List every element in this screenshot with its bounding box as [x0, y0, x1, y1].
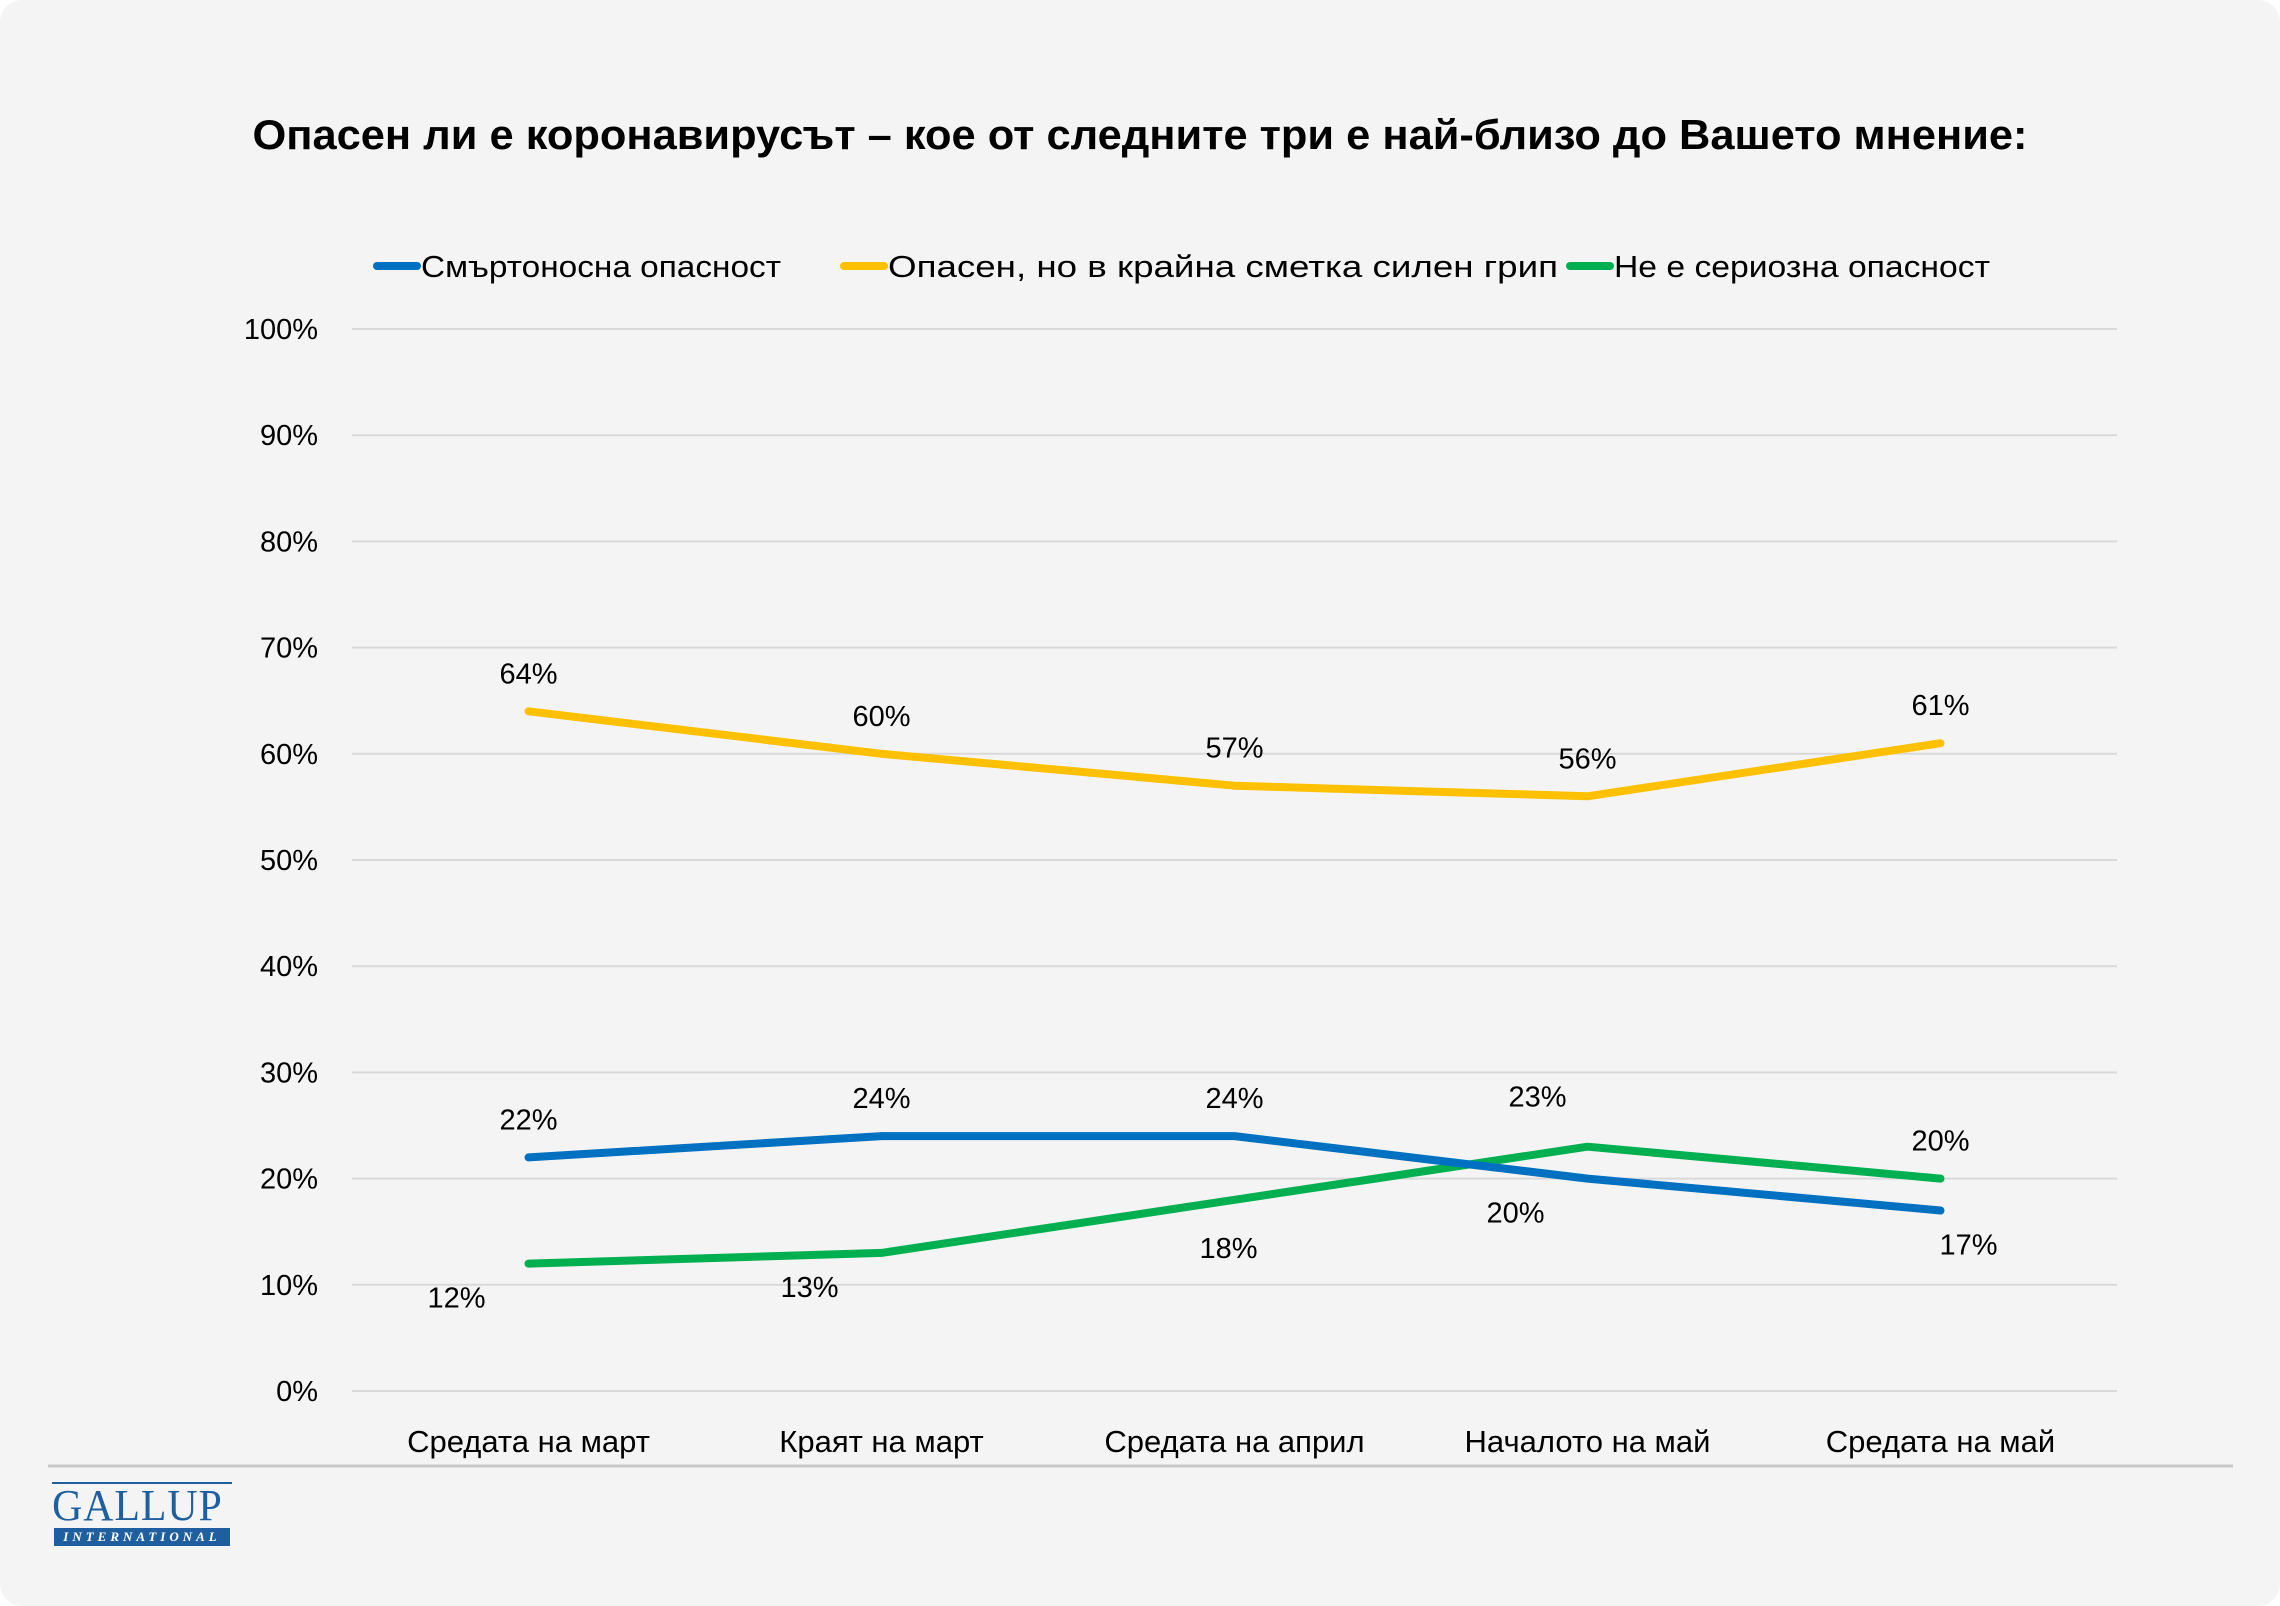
legend-item[interactable]: Опасен, но в крайна сметка силен грип	[840, 249, 1558, 284]
y-tick-label: 100%	[244, 314, 318, 346]
series-line-2	[524, 707, 1945, 801]
y-tick-label: 60%	[260, 739, 318, 771]
legend-label: Опасен, но в крайна сметка силен грип	[888, 249, 1558, 284]
x-category-label: Краят на март	[779, 1424, 983, 1459]
data-label: 24%	[852, 1083, 910, 1115]
data-label: 18%	[1199, 1233, 1257, 1265]
legend-label: Не е сериозна опасност	[1614, 249, 1990, 284]
data-label: 17%	[1939, 1229, 1997, 1261]
data-label: 23%	[1508, 1082, 1566, 1114]
data-labels: 22% 24% 24% 20% 17% 64% 60% 57% 56% 61% 12% 13% 18% 2…	[427, 658, 1997, 1314]
data-label: 20%	[1911, 1126, 1969, 1158]
data-label: 61%	[1911, 690, 1969, 722]
logo-rule	[52, 1482, 232, 1484]
series-line-3	[524, 1142, 1945, 1268]
legend: Смъртоносна опасност Опасен, но в крайна …	[373, 249, 1990, 284]
y-axis-ticks: 0% 10% 20% 30% 40% 50% 60% 70% 80% 90% 100%	[244, 314, 318, 1408]
y-tick-label: 90%	[260, 420, 318, 452]
x-category-label: Средата на март	[407, 1424, 650, 1459]
y-tick-label: 40%	[260, 951, 318, 983]
chart-title: Опасен ли е коронавирусът – кое от следн…	[253, 111, 2028, 158]
data-label: 60%	[852, 701, 910, 733]
legend-item[interactable]: Не е сериозна опасност	[1566, 249, 1990, 284]
y-tick-label: 20%	[260, 1164, 318, 1196]
data-label: 56%	[1558, 743, 1616, 775]
x-axis-categories: Средата на март Краят на март Средата на а…	[407, 1424, 2055, 1459]
x-category-label: Средата на април	[1104, 1424, 1364, 1459]
y-tick-label: 50%	[260, 845, 318, 877]
y-tick-label: 30%	[260, 1057, 318, 1089]
y-tick-label: 10%	[260, 1270, 318, 1302]
legend-item[interactable]: Смъртоносна опасност	[373, 249, 781, 284]
series-line-1	[524, 1132, 1945, 1215]
data-label: 22%	[499, 1104, 557, 1136]
y-tick-label: 80%	[260, 526, 318, 558]
gallup-international-logo: GALLUP INTERNATIONAL	[50, 1482, 234, 1546]
logo-subtitle: INTERNATIONAL	[54, 1528, 230, 1546]
data-label: 13%	[780, 1272, 838, 1304]
data-label: 24%	[1205, 1083, 1263, 1115]
logo-wordmark: GALLUP	[52, 1481, 223, 1530]
y-tick-label: 0%	[276, 1376, 318, 1408]
series-lines	[524, 707, 1945, 1268]
data-label: 20%	[1486, 1198, 1544, 1230]
x-category-label: Средата на май	[1826, 1424, 2055, 1459]
data-label: 57%	[1205, 733, 1263, 765]
y-tick-label: 70%	[260, 633, 318, 665]
gridlines	[352, 328, 2117, 1392]
data-label: 12%	[427, 1283, 485, 1315]
data-label: 64%	[499, 658, 557, 690]
x-category-label: Началото на май	[1465, 1424, 1711, 1459]
legend-label: Смъртоносна опасност	[421, 249, 781, 284]
